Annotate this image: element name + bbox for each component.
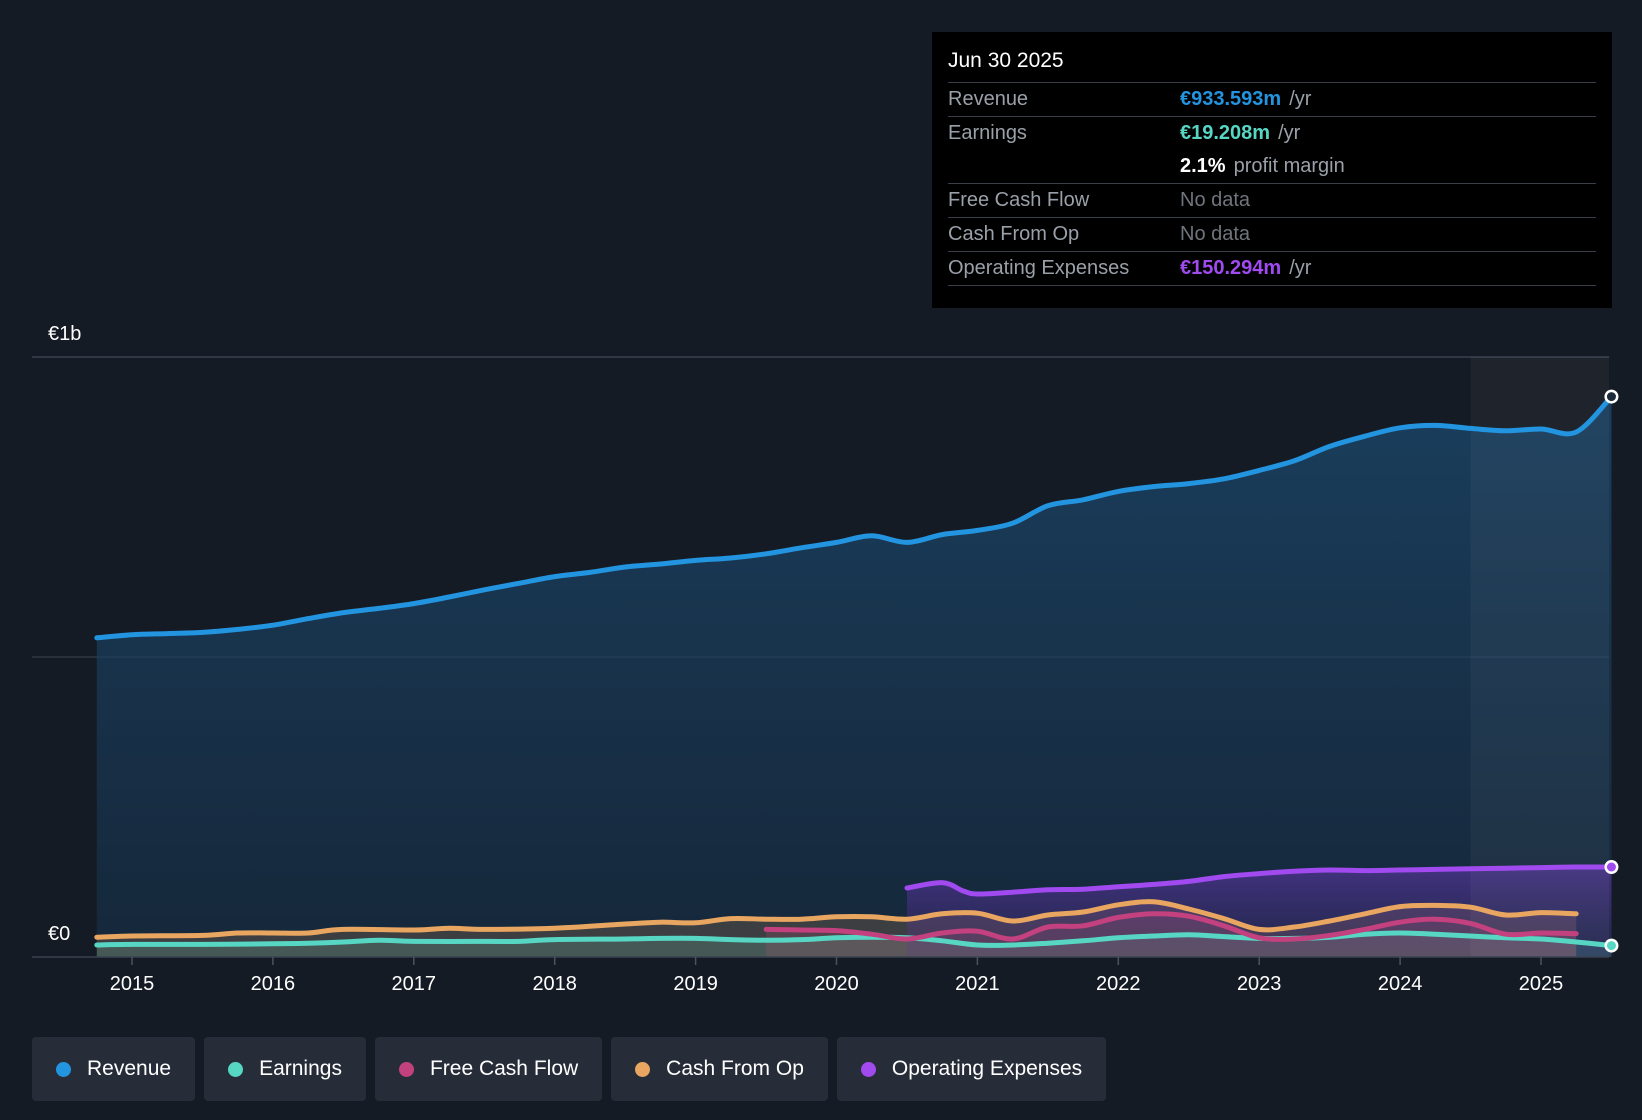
tooltip-fcf-value: No data [1180, 189, 1251, 211]
tooltip-cfo-label: Cash From Op [948, 223, 1080, 245]
series-line-cash-from-op [94, 899, 1579, 940]
legend-item-cash-from-op[interactable]: Cash From Op [611, 1037, 828, 1101]
tooltip-row-earnings: Earnings €19.208m /yr [948, 116, 1596, 150]
x-tick-label-2025: 2025 [1519, 973, 1564, 995]
x-tick-label-2019: 2019 [673, 973, 718, 995]
tooltip: Jun 30 2025 Revenue €933.593m /yr Earnin… [932, 32, 1612, 308]
tooltip-opex-unit: /yr [1289, 257, 1312, 279]
legend-dot-revenue [56, 1061, 71, 1077]
tooltip-date: Jun 30 2025 [948, 49, 1064, 72]
series-line-operating-expenses [904, 864, 1614, 897]
end-marker-revenue [1606, 392, 1616, 402]
tooltip-margin-text: profit margin [1233, 155, 1345, 177]
tooltip-margin-value: 2.1% [1180, 155, 1226, 177]
legend-dot-earnings [228, 1061, 244, 1077]
legend-dot-operating-expenses [860, 1061, 876, 1077]
x-tick-label-2016: 2016 [251, 973, 296, 995]
y-tick-label-top: €1b [48, 323, 81, 345]
legend-item-revenue[interactable]: Revenue [32, 1037, 196, 1101]
x-tick-label-2018: 2018 [532, 973, 577, 995]
tooltip-earnings-label: Earnings [948, 122, 1027, 144]
tooltip-earnings-value: €19.208m [1180, 122, 1271, 144]
legend-dot-free-cash-flow [398, 1061, 414, 1077]
highlight-region [1470, 357, 1609, 957]
series-area-revenue [96, 396, 1612, 958]
legend-item-operating-expenses[interactable]: Operating Expenses [836, 1037, 1107, 1101]
legend-item-earnings[interactable]: Earnings [204, 1037, 366, 1101]
x-tick-label-2015: 2015 [110, 973, 155, 995]
x-tick-label-2017: 2017 [392, 973, 437, 995]
series-line-free-cash-flow [763, 911, 1579, 942]
legend-label-free-cash-flow: Free Cash Flow [429, 1057, 579, 1080]
x-tick-label-2021: 2021 [955, 973, 1000, 995]
tooltip-revenue-unit: /yr [1289, 88, 1312, 110]
tooltip-fcf-label: Free Cash Flow [948, 189, 1090, 211]
tooltip-row-cfo: Cash From Op No data [948, 217, 1596, 251]
legend-label-cash-from-op: Cash From Op [666, 1057, 804, 1080]
tooltip-row-margin: 2.1% profit margin [948, 150, 1596, 183]
x-tick-label-2024: 2024 [1378, 973, 1423, 995]
legend-label-operating-expenses: Operating Expenses [891, 1057, 1083, 1080]
tooltip-revenue-value: €933.593m [1180, 88, 1282, 110]
end-marker-earnings [1606, 941, 1616, 951]
legend-label-revenue: Revenue [87, 1057, 172, 1080]
y-tick-label-bottom: €0 [48, 923, 70, 945]
end-marker-operating-expenses [1606, 862, 1616, 872]
legend-item-free-cash-flow[interactable]: Free Cash Flow [374, 1037, 603, 1101]
x-tick-label-2023: 2023 [1237, 973, 1282, 995]
tooltip-row-opex: Operating Expenses €150.294m /yr [948, 251, 1596, 286]
legend-dot-cash-from-op [635, 1061, 651, 1077]
tooltip-opex-label: Operating Expenses [948, 257, 1130, 279]
tooltip-opex-value: €150.294m [1180, 257, 1282, 279]
tooltip-earnings-unit: /yr [1278, 122, 1301, 144]
x-tick-label-2022: 2022 [1096, 973, 1141, 995]
x-tick-label-2020: 2020 [814, 973, 859, 995]
legend-label-earnings: Earnings [259, 1057, 342, 1080]
tooltip-row-revenue: Revenue €933.593m /yr [948, 82, 1596, 116]
legend: Revenue Earnings Free Cash Flow Cash Fro… [32, 1037, 1107, 1101]
tooltip-cfo-value: No data [1180, 223, 1251, 245]
series-line-revenue [94, 394, 1614, 641]
tooltip-row-fcf: Free Cash Flow No data [948, 183, 1596, 217]
tooltip-revenue-label: Revenue [948, 88, 1029, 110]
